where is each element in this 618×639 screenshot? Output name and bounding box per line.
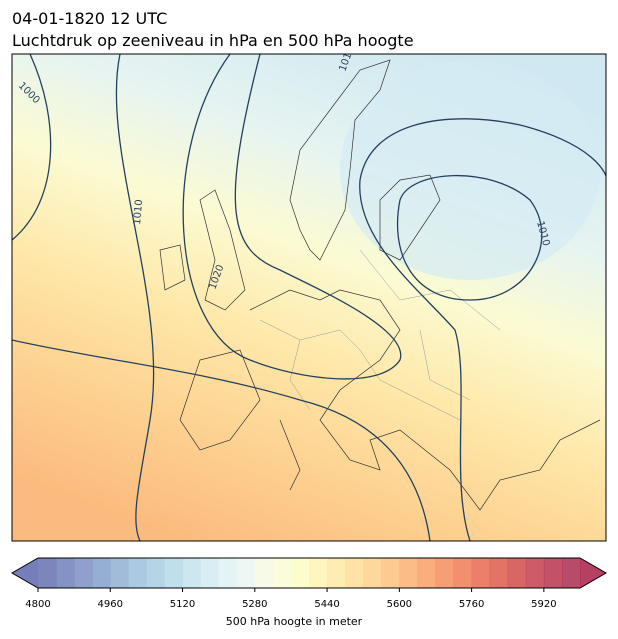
colorbar-segment: [381, 558, 400, 588]
colorbar-extend-low: [12, 558, 38, 588]
colorbar-segment: [38, 558, 57, 588]
colorbar-tick-label: 5120: [170, 599, 195, 610]
map-frame: [11, 53, 607, 542]
colorbar-segment: [92, 558, 111, 588]
colorbar-segment: [272, 558, 292, 588]
map: 1000 1010 1010 1020 1010: [12, 54, 606, 541]
colorbar-segment: [309, 558, 328, 588]
borders: [259, 249, 501, 421]
colorbar-tick-label: 5760: [459, 599, 484, 610]
coastline: [159, 59, 601, 511]
colorbar-segment: [290, 558, 310, 588]
low-height-area: [340, 60, 600, 280]
colorbar-segment: [399, 558, 418, 588]
colorbar: 4800 4960 5120 5280 5440 5600 5760 5920 500 hPa …: [10, 557, 608, 628]
colorbar-tick-label: 5600: [387, 599, 412, 610]
isobar: [182, 54, 402, 380]
isobar-label: 1010: [132, 199, 145, 225]
isobar: [12, 54, 52, 241]
colorbar-segment: [417, 558, 436, 588]
isobar: [12, 339, 431, 541]
isobar: [359, 179, 471, 541]
colorbar-tick-label: 5440: [314, 599, 339, 610]
colorbar-label: 500 hPa hoogte in meter: [226, 615, 363, 628]
title-date: 04-01-1820 12 UTC: [12, 9, 167, 28]
colorbar-segment: [471, 558, 491, 588]
colorbar-segment: [200, 558, 220, 588]
isobar: [396, 174, 543, 301]
colorbar-segment: [182, 558, 202, 588]
colorbar-segment: [74, 558, 93, 588]
colorbar-segment: [543, 558, 563, 588]
colorbar-segment: [146, 558, 165, 588]
isobar: [115, 54, 155, 541]
colorbar-tick-label: 5920: [531, 599, 556, 610]
colorbar-segment: [507, 558, 527, 588]
colorbar-segment: [435, 558, 455, 588]
isobar: [359, 118, 606, 200]
colorbar-segment: [110, 558, 129, 588]
colorbar-segment: [236, 558, 256, 588]
colorbar-tick-label: 4800: [25, 599, 50, 610]
colorbar-segment: [345, 558, 364, 588]
colorbar-segment: [128, 558, 147, 588]
colorbar-segment: [363, 558, 382, 588]
colorbar-tick-label: 4960: [98, 599, 123, 610]
colorbar-tick-label: 5280: [242, 599, 267, 610]
colorbar-segment: [56, 558, 75, 588]
colorbar-outline: [10, 557, 608, 589]
title: Luchtdruk op zeeniveau in hPa en 500 hPa…: [12, 31, 414, 50]
colorbar-segment: [218, 558, 238, 588]
colorbar-segment: [164, 558, 184, 588]
colorbar-segment: [489, 558, 509, 588]
colorbar-segment: [525, 558, 545, 588]
colorbar-segment: [561, 558, 581, 588]
colorbar-extend-high: [580, 558, 606, 588]
colorbar-segment: [254, 558, 274, 588]
colorbar-segment: [453, 558, 473, 588]
colorbar-segment: [327, 558, 346, 588]
